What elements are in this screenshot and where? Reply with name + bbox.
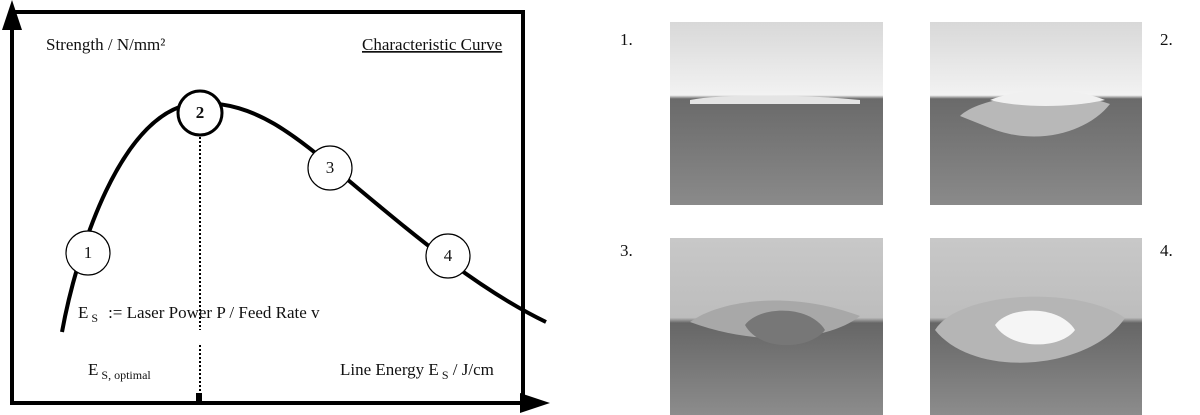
photo-label: 2.	[1160, 30, 1173, 49]
y-arrow	[2, 0, 22, 30]
diagram: Strength / N/mm² Characteristic Curve 1 …	[2, 0, 550, 413]
photo-label: 4.	[1160, 241, 1173, 260]
characteristic-curve	[62, 103, 546, 332]
diagram-title: Characteristic Curve	[362, 35, 502, 54]
x-arrow	[520, 393, 550, 413]
x-axis-text: Line Energy E	[340, 360, 439, 379]
photo	[670, 22, 883, 205]
optimal-symbol: E	[88, 360, 98, 379]
formula-subscript: S	[91, 311, 98, 325]
y-axis-label: Strength / N/mm²	[46, 35, 165, 54]
point-label: 4	[444, 246, 453, 265]
photos: 1. 2. 3. 4.	[620, 22, 1173, 415]
point-label: 1	[84, 243, 93, 262]
x-axis-unit: / J/cm	[449, 360, 494, 379]
optimal-tick	[196, 393, 202, 403]
photo-label: 1.	[620, 30, 633, 49]
x-axis-subscript: S	[442, 368, 449, 382]
point-label: 2	[196, 103, 205, 122]
formula-text: := Laser Power P / Feed Rate v	[108, 303, 320, 322]
point-label: 3	[326, 158, 335, 177]
frame	[12, 12, 523, 403]
optimal-subscript: S, optimal	[101, 368, 151, 382]
photo-label: 3.	[620, 241, 633, 260]
formula-symbol: E	[78, 303, 88, 322]
page: Strength / N/mm² Characteristic Curve 1 …	[0, 0, 1200, 415]
